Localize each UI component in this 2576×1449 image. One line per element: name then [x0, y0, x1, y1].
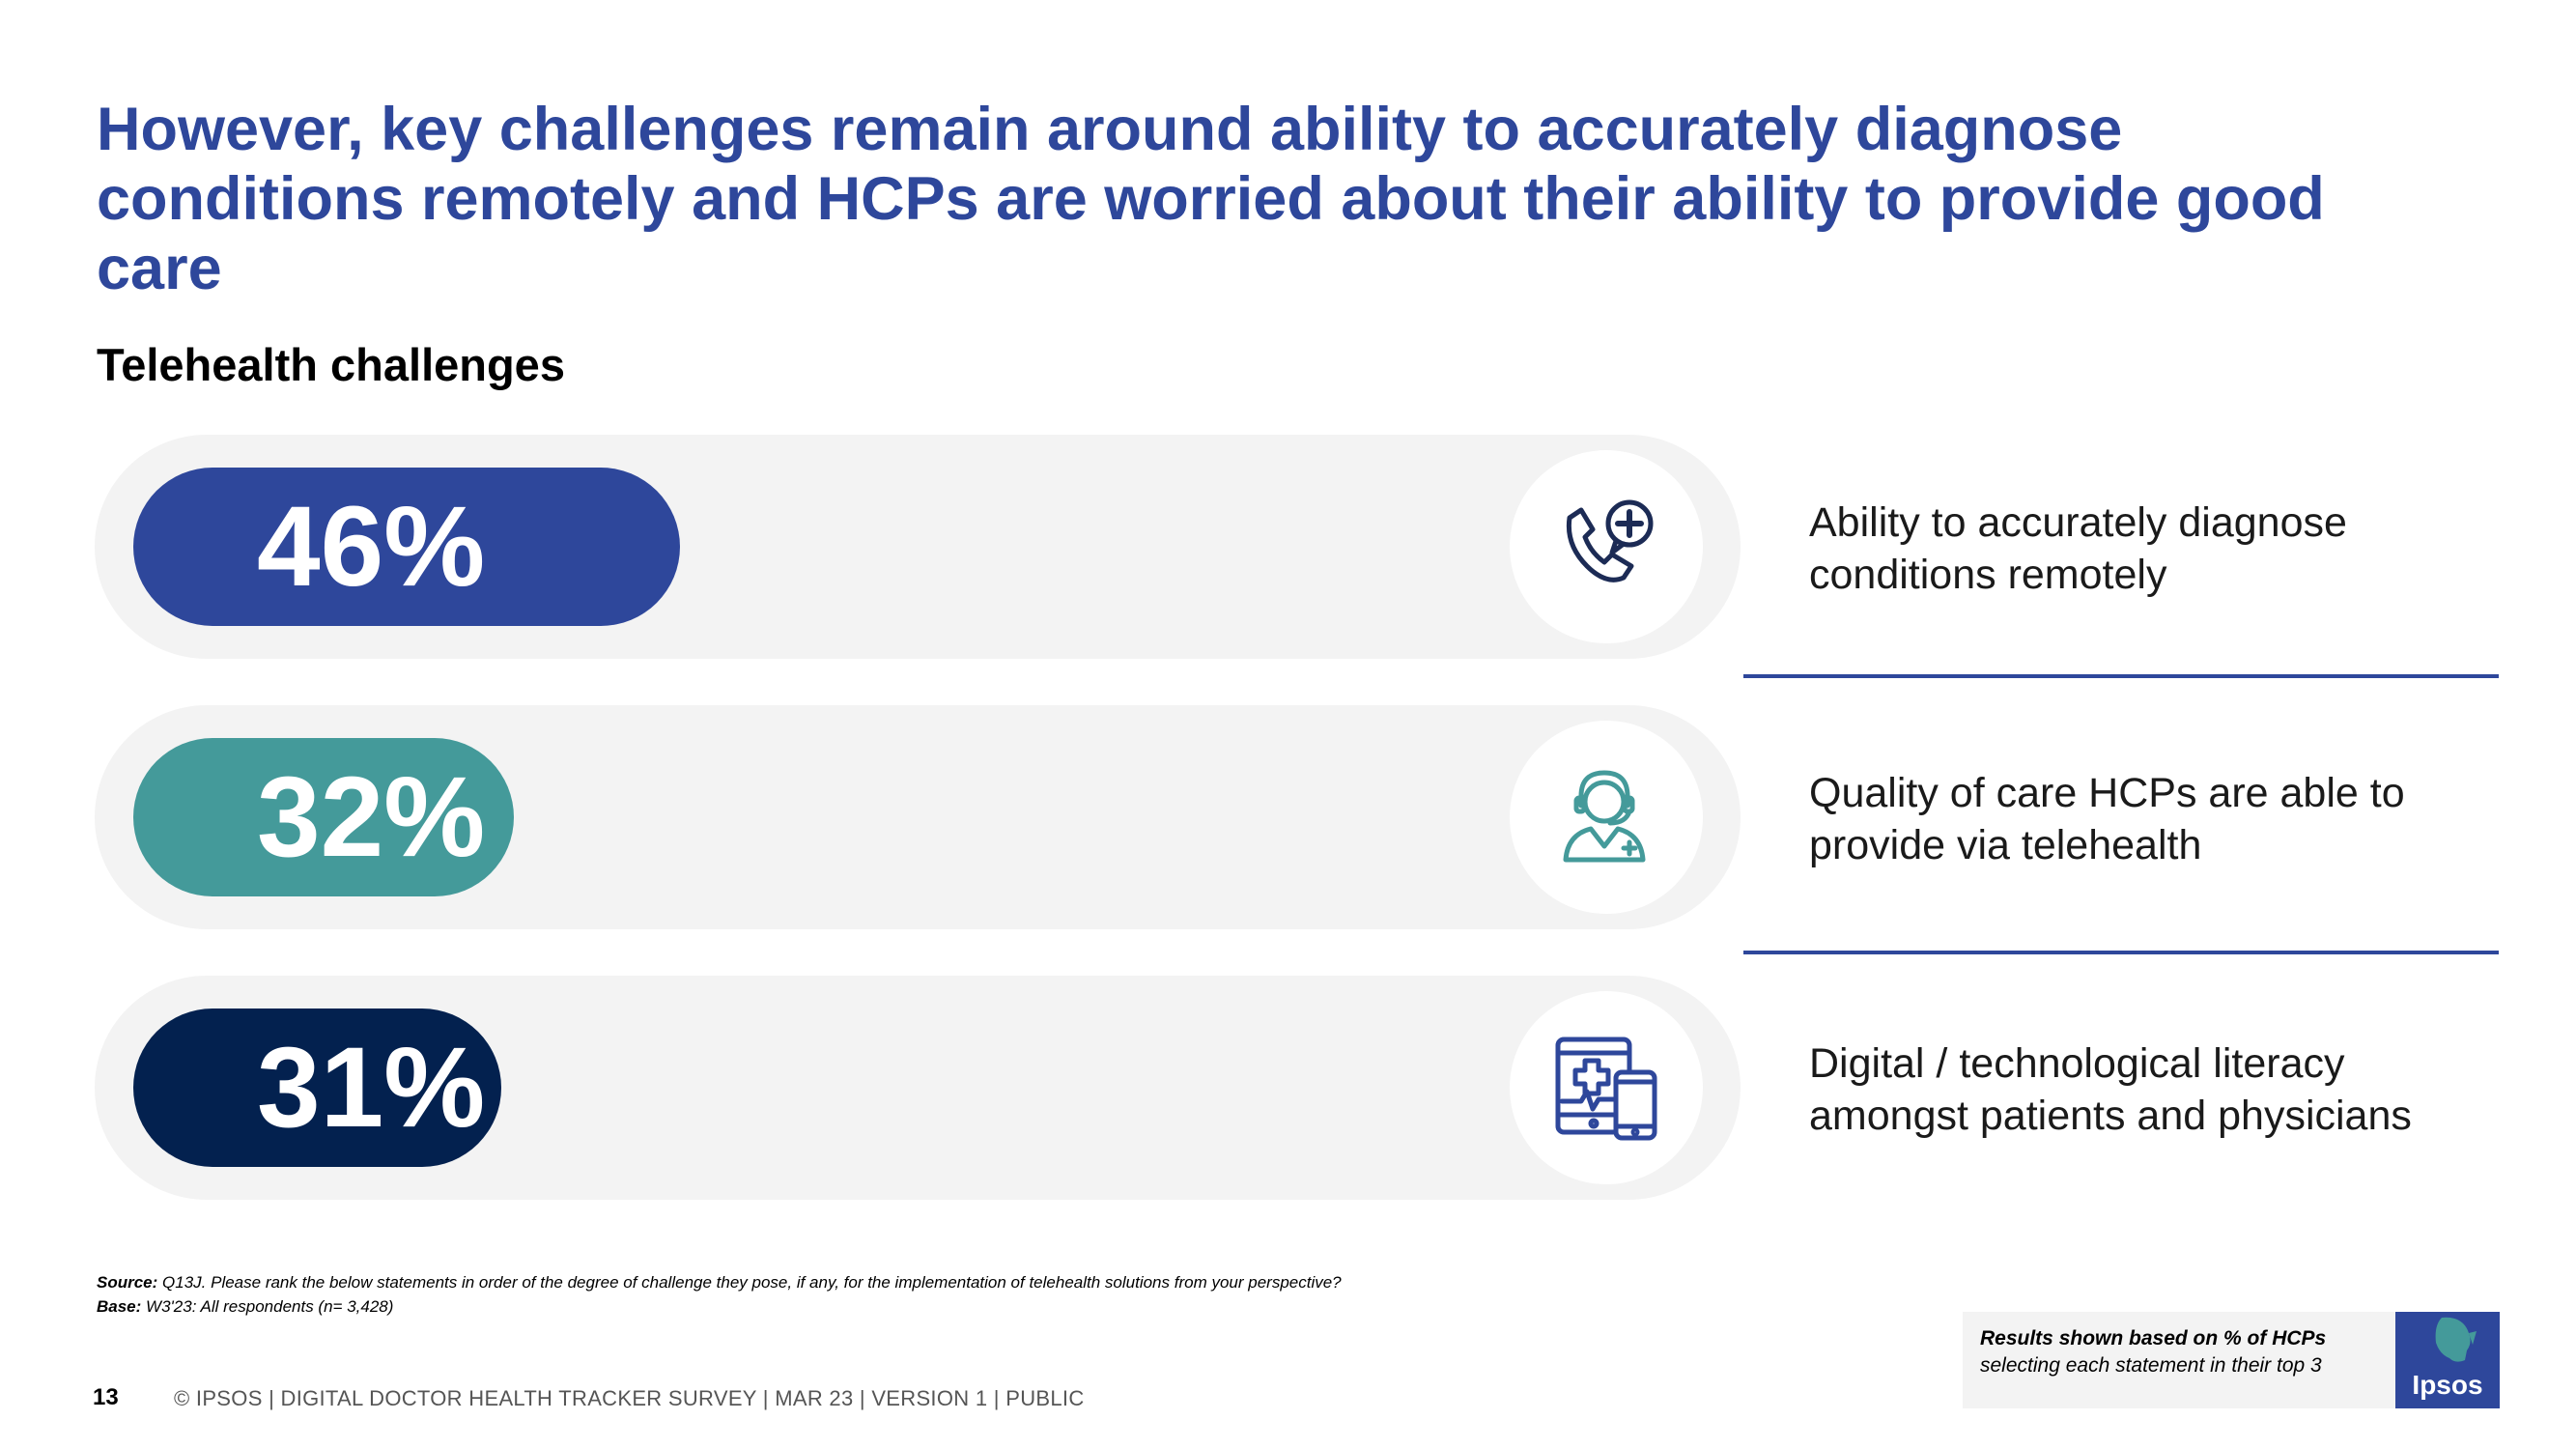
icon-circle-3 — [1510, 991, 1703, 1184]
bar-track-1: 46% — [95, 435, 1741, 659]
icon-circle-2 — [1510, 721, 1703, 914]
source-line: Source: Q13J. Please rank the below stat… — [97, 1270, 1932, 1294]
bar-1: 46% — [133, 468, 680, 626]
ipsos-logo: Ipsos — [2395, 1312, 2500, 1408]
icon-circle-1 — [1510, 450, 1703, 643]
base-text: W3'23: All respondents (n= 3,428) — [146, 1297, 394, 1316]
source-text: Q13J. Please rank the below statements i… — [162, 1273, 1342, 1292]
tablet-phone-medical-icon — [1555, 1037, 1657, 1141]
row-divider-2 — [1743, 951, 2499, 954]
page-number: 13 — [93, 1384, 119, 1410]
row-description-1: Ability to accurately diagnose condition… — [1809, 499, 2347, 598]
bar-track-3: 31% — [95, 976, 1741, 1200]
bar-3: 31% — [133, 1009, 502, 1167]
results-note-normal: selecting each statement in their top 3 — [1980, 1354, 2322, 1377]
results-note: Results shown based on % of HCPs selecti… — [1963, 1312, 2397, 1408]
bar-track-2: 32% — [95, 705, 1741, 929]
logo-text: Ipsos — [2412, 1370, 2483, 1400]
footer-copyright: © IPSOS | DIGITAL DOCTOR HEALTH TRACKER … — [174, 1386, 1085, 1410]
bar-value-label-3: 31% — [257, 1024, 486, 1151]
base-label: Base: — [97, 1297, 142, 1316]
base-line: Base: W3'23: All respondents (n= 3,428) — [97, 1294, 1932, 1319]
bar-2: 32% — [133, 738, 514, 896]
bar-value-label-2: 32% — [257, 753, 486, 881]
row-description-2: Quality of care HCPs are able to provide… — [1809, 770, 2405, 868]
source-label: Source: — [97, 1273, 158, 1292]
source-note: Source: Q13J. Please rank the below stat… — [97, 1270, 1932, 1319]
telehealth-phone-plus-icon — [1566, 499, 1654, 582]
row-divider-1 — [1743, 674, 2499, 678]
ipsos-logo-silhouette-icon — [2435, 1317, 2477, 1362]
results-note-bold: Results shown based on % of HCPs — [1980, 1327, 2327, 1350]
bar-value-label-1: 46% — [257, 483, 486, 611]
row-description-3: Digital / technological literacy amongst… — [1809, 1040, 2412, 1139]
nurse-headset-icon — [1563, 770, 1646, 863]
chart-subtitle: Telehealth challenges — [97, 339, 565, 390]
page-title: However, key challenges remain around ab… — [97, 96, 2325, 302]
